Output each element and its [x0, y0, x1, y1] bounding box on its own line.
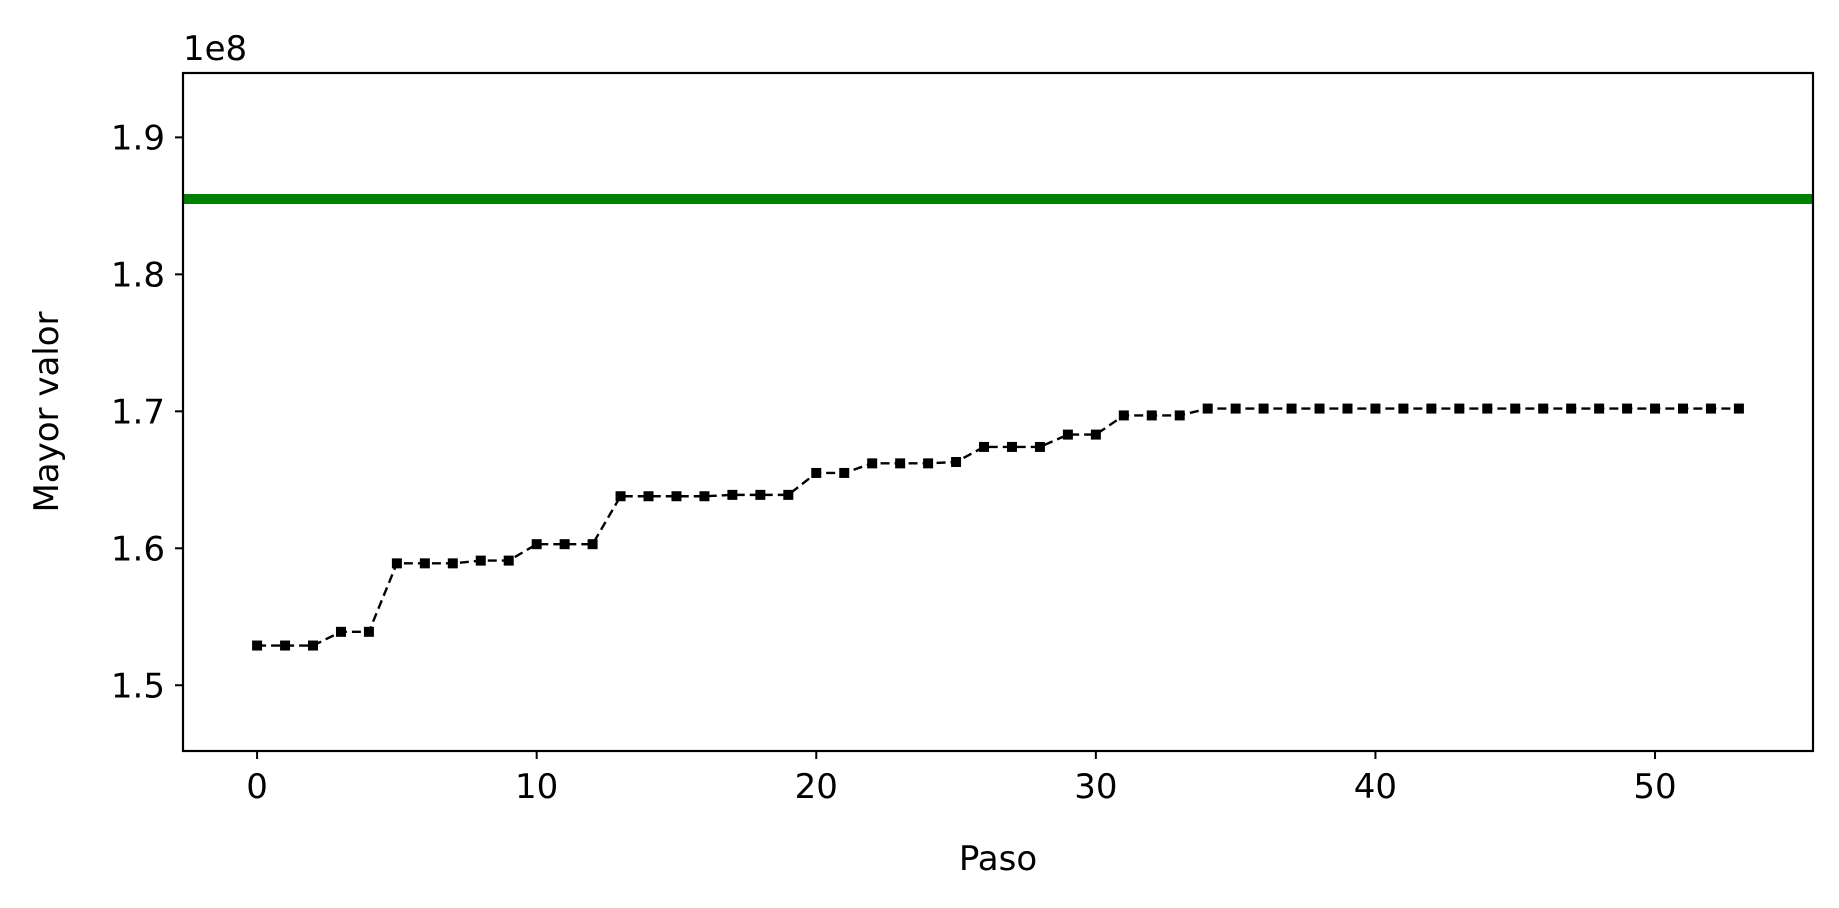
data-point [1174, 410, 1185, 421]
x-tick-label: 10 [515, 767, 558, 807]
data-point [363, 626, 374, 637]
data-point [671, 491, 682, 502]
data-point [1202, 403, 1213, 414]
data-point [280, 640, 291, 651]
data-point [895, 458, 906, 469]
data-point [1286, 403, 1297, 414]
y-tick-label: 1.6 [111, 529, 165, 569]
data-point [1650, 403, 1661, 414]
data-point [979, 441, 990, 452]
y-tick-label: 1.9 [111, 118, 165, 158]
data-point [839, 467, 850, 478]
x-tick-label: 20 [795, 767, 838, 807]
y-axis-label: Mayor valor [27, 311, 67, 512]
y-tick-label: 1.8 [111, 255, 165, 295]
data-point [1566, 403, 1577, 414]
data-point [503, 555, 514, 566]
data-point [1510, 403, 1521, 414]
data-point [419, 558, 430, 569]
data-point [783, 489, 794, 500]
data-point [1454, 403, 1465, 414]
y-offset-label: 1e8 [183, 29, 247, 69]
data-point [1482, 403, 1493, 414]
data-point [1090, 429, 1101, 440]
data-point [391, 558, 402, 569]
data-point [447, 558, 458, 569]
data-point [1118, 410, 1129, 421]
data-point [531, 539, 542, 550]
data-point [1342, 403, 1353, 414]
x-tick-label: 30 [1074, 767, 1117, 807]
data-point [1398, 403, 1409, 414]
x-tick-label: 50 [1633, 767, 1676, 807]
data-point [1062, 429, 1073, 440]
axis-ticks: 0 10 20 30 40 50 1.5 1.6 1.7 1.8 1.9 [111, 118, 1677, 807]
data-point [308, 640, 319, 651]
data-point [1426, 403, 1437, 414]
x-tick-label: 40 [1354, 767, 1397, 807]
data-point [867, 458, 878, 469]
data-point [559, 539, 570, 550]
data-point [643, 491, 654, 502]
x-tick-label: 0 [246, 767, 268, 807]
data-point [923, 458, 934, 469]
plot-area [183, 194, 1813, 651]
data-point [1230, 403, 1241, 414]
axes-frame [181, 71, 1815, 753]
data-point [699, 491, 710, 502]
y-tick-label: 1.5 [111, 666, 165, 706]
data-point [1594, 403, 1605, 414]
data-point [727, 489, 738, 500]
data-point [1006, 441, 1017, 452]
data-point [1705, 403, 1716, 414]
data-point [1314, 403, 1325, 414]
data-point [811, 467, 822, 478]
data-point [755, 489, 766, 500]
data-point [475, 555, 486, 566]
data-point [1622, 403, 1633, 414]
data-point [1034, 441, 1045, 452]
data-point [1146, 410, 1157, 421]
data-point [252, 640, 263, 651]
data-point [1733, 403, 1744, 414]
x-axis-label: Paso [959, 839, 1037, 879]
data-point [951, 456, 962, 467]
data-point [335, 626, 346, 637]
data-point [587, 539, 598, 550]
data-point [1258, 403, 1269, 414]
data-point [1538, 403, 1549, 414]
data-point [615, 491, 626, 502]
data-point [1677, 403, 1688, 414]
y-tick-label: 1.7 [111, 392, 165, 432]
data-point [1370, 403, 1381, 414]
